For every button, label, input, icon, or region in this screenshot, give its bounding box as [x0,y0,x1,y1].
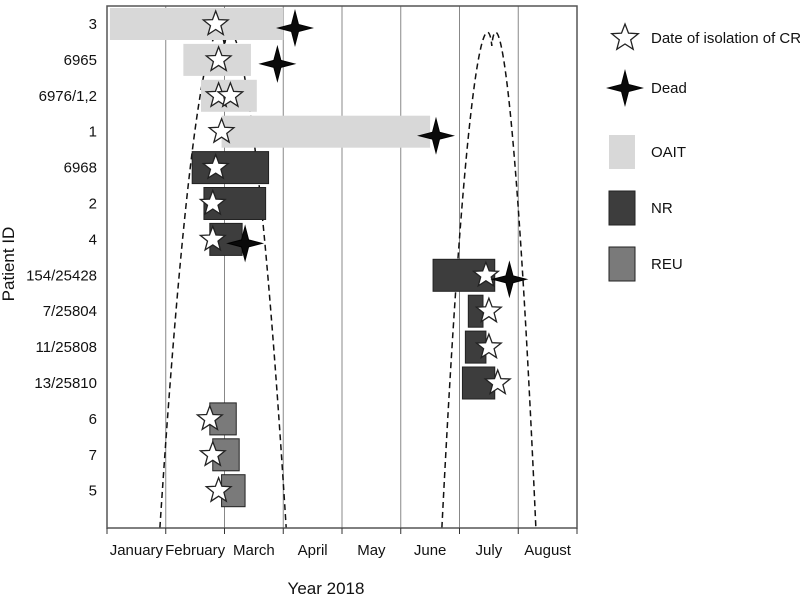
x-axis-title: Year 2018 [288,579,365,598]
y-tick-label: 4 [89,231,97,248]
y-tick-label: 2 [89,196,97,213]
y-tick-label: 6 [89,411,97,428]
isolation-star-icon [483,368,512,395]
y-tick-label: 6968 [64,160,97,177]
y-tick-labels: 3 6965 6976/1,2 1 6968 2 4 154/25428 7/25804 11/2… [26,16,97,500]
ward-stay-bars [109,8,496,508]
y-tick-label: 13/25810 [34,375,97,392]
x-tick-label: August [524,542,572,559]
y-axis-title: Patient ID [0,227,18,302]
death-star-icon [490,260,529,299]
isolation-star-icon [198,188,227,216]
legend-isolation-star-icon [610,22,640,51]
x-tick-label: February [165,542,226,559]
x-tick-label: April [298,542,328,559]
death-star-icon [417,116,455,155]
legend-swatch-reu [608,246,636,282]
legend-label: Date of isolation of CRKP [651,30,800,47]
isolation-star-icon [201,152,230,180]
y-tick-label: 1 [89,124,97,141]
epidemic-curve [441,31,537,529]
x-tick-label: June [414,542,447,559]
stay-bar-oait [109,8,284,40]
y-tick-label: 11/25808 [36,339,97,356]
stay-bar-nr [191,151,270,185]
legend-swatch-oait [609,135,635,169]
death-star-icon [258,44,297,83]
y-tick-label: 5 [89,483,97,500]
x-tick-labels: January February March April May June July Augu… [106,528,578,559]
x-tick-label: March [233,542,275,559]
y-tick-label: 3 [89,16,97,33]
y-tick-label: 6976/1,2 [39,88,97,105]
isolation-star-icon [198,439,227,467]
isolation-star-icon [201,9,230,36]
legend-label: Dead [651,80,687,97]
x-tick-label: July [476,542,503,559]
stay-bar-oait [221,115,431,148]
isolation-star-icon [204,475,233,503]
epidemic-curves [159,31,537,529]
isolation-star-icon [204,45,233,72]
isolation-star-icon [216,80,245,108]
epidemic-curve [159,31,287,529]
legend-label: OAIT [651,144,686,161]
isolation-star-icon [207,116,236,144]
legend-label: REU [651,256,683,273]
death-star-icon [276,9,314,47]
death-star-icon [226,224,265,263]
isolation-star-icon [474,332,503,360]
y-tick-label: 7/25804 [43,303,97,320]
legend-death-star-icon [606,69,644,107]
isolation-star-icon [471,260,501,288]
legend-label: NR [651,200,673,217]
isolation-star-icon [474,296,503,324]
isolation-star-icon [195,404,224,431]
isolation-star-icon [198,224,227,252]
x-tick-label: May [357,542,386,559]
x-tick-label: January [110,542,164,559]
legend: Date of isolation of CRKP Dead OAIT NR REU [606,22,800,282]
y-tick-label: 6965 [64,52,97,69]
event-markers [195,9,529,503]
y-tick-label: 154/25428 [26,267,97,284]
legend-swatch-nr [608,190,636,226]
y-tick-label: 7 [89,447,97,464]
